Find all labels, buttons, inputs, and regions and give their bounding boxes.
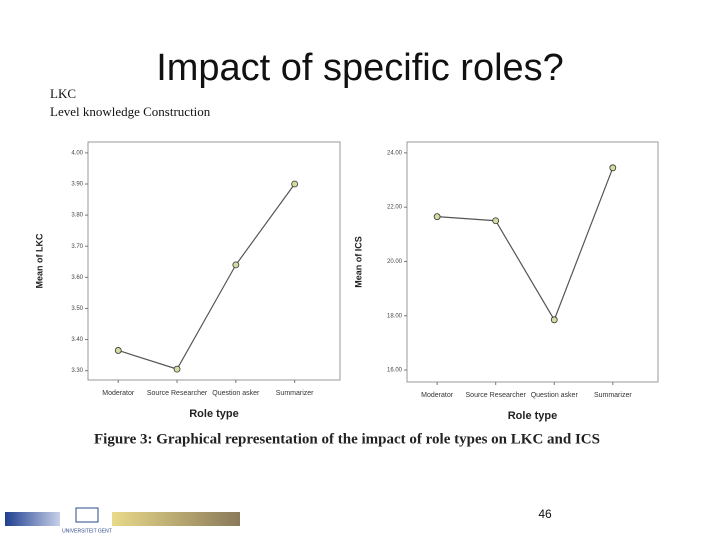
page-number: 46 bbox=[538, 507, 552, 521]
logo-icon bbox=[75, 507, 99, 523]
x-tick-label: Question asker bbox=[531, 392, 579, 399]
data-point bbox=[291, 180, 299, 188]
data-point bbox=[114, 347, 122, 354]
slide-title: Impact of specific roles? bbox=[156, 47, 564, 89]
data-line bbox=[118, 183, 296, 370]
logo-text: UNIVERSITEIT GENT bbox=[62, 528, 112, 534]
data-point bbox=[492, 217, 500, 225]
plot-area bbox=[406, 141, 659, 383]
data-line bbox=[437, 167, 614, 322]
y-tick-label: 3.30 bbox=[71, 368, 83, 374]
x-tick-label: Source Researcher bbox=[466, 392, 527, 399]
y-tick-label: 18.00 bbox=[387, 313, 403, 319]
y-tick-label: 3.40 bbox=[71, 337, 83, 343]
y-tick-label: 4.00 bbox=[71, 150, 83, 156]
x-axis-label: Role type bbox=[189, 408, 239, 420]
x-tick-label: Summarizer bbox=[276, 390, 314, 397]
y-tick-label: 3.90 bbox=[71, 182, 83, 188]
plot-area bbox=[87, 141, 341, 381]
y-tick-label: 3.60 bbox=[71, 275, 83, 281]
y-tick-label: 3.70 bbox=[71, 244, 83, 250]
data-point bbox=[232, 261, 240, 269]
y-tick-label: 22.00 bbox=[387, 205, 403, 211]
y-tick-label: 3.80 bbox=[71, 213, 83, 219]
figure-caption: Figure 3: Graphical representation of th… bbox=[94, 431, 600, 447]
y-tick-label: 24.00 bbox=[387, 150, 403, 156]
y-tick-label: 20.00 bbox=[387, 259, 403, 265]
footer-band bbox=[5, 512, 60, 526]
subtitle: LKC bbox=[50, 86, 76, 101]
y-tick-label: 16.00 bbox=[387, 368, 403, 374]
data-point bbox=[173, 365, 181, 373]
footer-logo: UNIVERSITEIT GENT bbox=[5, 507, 240, 534]
data-point bbox=[550, 316, 558, 324]
x-tick-label: Moderator bbox=[102, 390, 135, 397]
x-tick-label: Question asker bbox=[212, 390, 260, 397]
x-tick-label: Summarizer bbox=[594, 392, 632, 399]
x-axis-label: Role type bbox=[508, 410, 558, 422]
x-tick-label: Source Researcher bbox=[147, 390, 208, 397]
x-tick-label: Moderator bbox=[421, 392, 454, 399]
y-axis-label: Mean of ICS bbox=[353, 236, 363, 288]
data-point bbox=[433, 213, 441, 221]
data-point bbox=[609, 164, 617, 172]
subtitle: Level knowledge Construction bbox=[50, 104, 211, 119]
y-axis-label: Mean of LKC bbox=[34, 233, 44, 288]
y-tick-label: 3.50 bbox=[71, 306, 83, 312]
footer-band bbox=[112, 512, 240, 526]
